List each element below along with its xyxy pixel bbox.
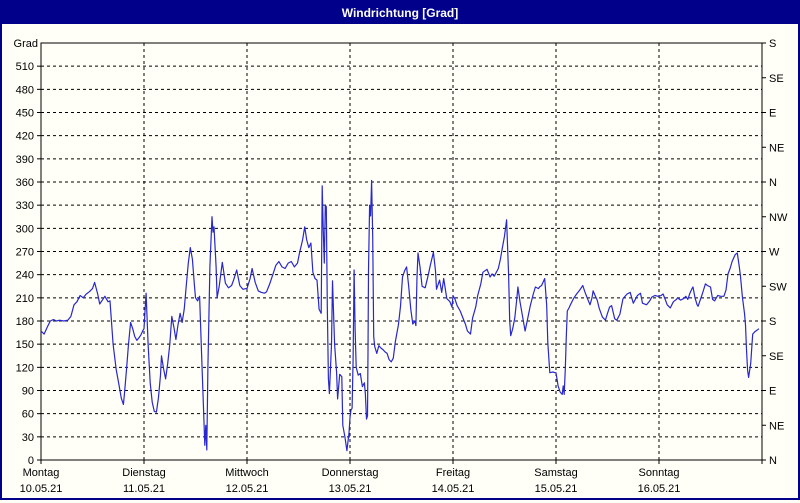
- svg-text:10.05.21: 10.05.21: [20, 483, 63, 495]
- svg-text:N: N: [769, 177, 777, 189]
- svg-text:480: 480: [16, 84, 34, 96]
- svg-text:15.05.21: 15.05.21: [535, 483, 578, 495]
- svg-text:Samstag: Samstag: [534, 467, 577, 479]
- svg-text:180: 180: [16, 316, 34, 328]
- svg-text:16.05.21: 16.05.21: [638, 483, 681, 495]
- svg-text:Mittwoch: Mittwoch: [225, 467, 268, 479]
- wind-direction-chart: 0 30 60 90 120 150 180 210 240 270 300 330 360 390 420…: [14, 38, 788, 495]
- svg-text:E: E: [769, 108, 776, 120]
- svg-text:13.05.21: 13.05.21: [329, 483, 372, 495]
- svg-text:NE: NE: [769, 142, 784, 154]
- svg-text:NE: NE: [769, 420, 784, 432]
- svg-text:Freitag: Freitag: [436, 467, 470, 479]
- svg-text:60: 60: [22, 409, 34, 421]
- svg-text:SE: SE: [769, 73, 784, 85]
- svg-text:300: 300: [16, 223, 34, 235]
- svg-text:Grad: Grad: [14, 38, 38, 50]
- svg-text:SE: SE: [769, 351, 784, 363]
- svg-text:240: 240: [16, 270, 34, 282]
- svg-text:330: 330: [16, 200, 34, 212]
- svg-text:270: 270: [16, 247, 34, 259]
- svg-text:360: 360: [16, 177, 34, 189]
- svg-text:Montag: Montag: [23, 467, 60, 479]
- svg-text:510: 510: [16, 61, 34, 73]
- chart-area: 0 30 60 90 120 150 180 210 240 270 300 330 360 390 420…: [2, 24, 798, 498]
- svg-text:11.05.21: 11.05.21: [123, 483, 165, 495]
- svg-text:12.05.21: 12.05.21: [226, 483, 269, 495]
- svg-text:E: E: [769, 386, 776, 398]
- svg-text:0: 0: [28, 455, 34, 467]
- svg-text:NW: NW: [769, 212, 788, 224]
- svg-text:90: 90: [22, 386, 34, 398]
- svg-text:Donnerstag: Donnerstag: [322, 467, 379, 479]
- svg-text:150: 150: [16, 339, 34, 351]
- svg-text:Dienstag: Dienstag: [122, 467, 165, 479]
- svg-text:S: S: [769, 316, 776, 328]
- svg-text:W: W: [769, 247, 780, 259]
- svg-text:14.05.21: 14.05.21: [432, 483, 475, 495]
- svg-text:30: 30: [22, 432, 34, 444]
- chart-title: Windrichtung [Grad]: [341, 6, 459, 20]
- svg-text:Sonntag: Sonntag: [639, 467, 680, 479]
- title-bar: Windrichtung [Grad]: [2, 2, 798, 24]
- svg-text:210: 210: [16, 293, 34, 305]
- svg-text:390: 390: [16, 154, 34, 166]
- svg-text:420: 420: [16, 131, 34, 143]
- svg-text:120: 120: [16, 362, 34, 374]
- svg-text:S: S: [769, 38, 776, 50]
- svg-text:SW: SW: [769, 281, 787, 293]
- svg-text:N: N: [769, 455, 777, 467]
- svg-text:450: 450: [16, 108, 34, 120]
